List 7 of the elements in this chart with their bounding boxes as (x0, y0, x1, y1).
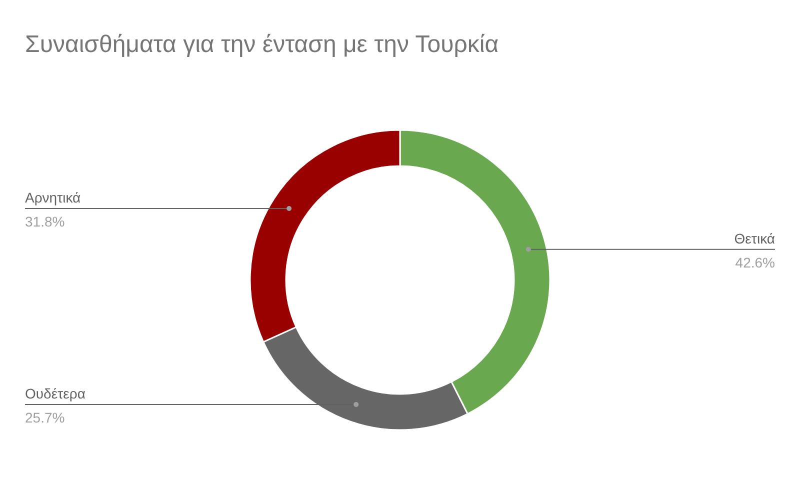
slice-label: Θετικά (734, 230, 775, 246)
slice-label: Ουδέτερα (25, 385, 86, 402)
chart-title: Συναισθήματα για την ένταση με την Τουρκία (25, 31, 499, 58)
data-label: 42.6% (735, 254, 775, 270)
data-label: 25.7% (25, 409, 65, 426)
data-label: 31.8% (25, 213, 65, 230)
slice-label: Αρνητικά (25, 189, 81, 206)
